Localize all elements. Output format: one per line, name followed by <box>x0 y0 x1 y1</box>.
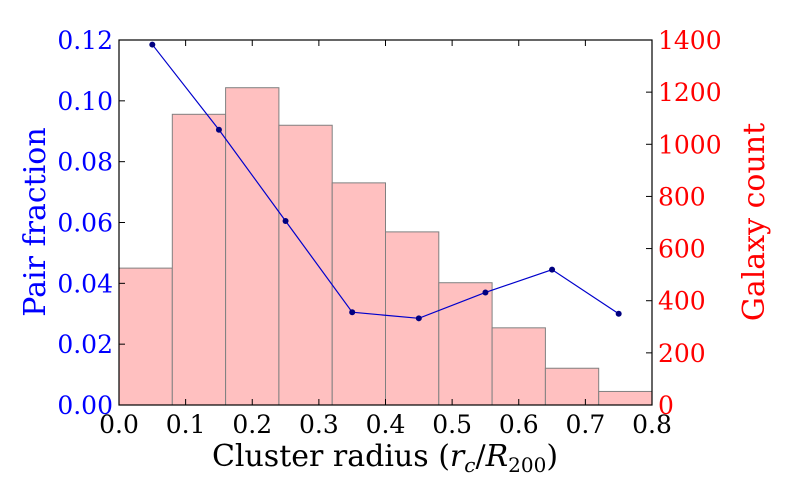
y-axis-left-label: Pair fraction <box>18 127 53 316</box>
x-tick-label: 0.6 <box>499 410 539 439</box>
pair-fraction-series <box>149 41 622 322</box>
x-axis-label-close: ) <box>546 439 558 474</box>
pair-fraction-point <box>282 217 289 224</box>
x-axis-label-slash: / <box>475 439 486 474</box>
left-axis-ticks: 0.00 0.02 0.04 0.06 0.08 0.10 0.12 <box>57 26 125 420</box>
x-tick-label: 0.4 <box>366 410 406 439</box>
x-axis-label-var: r <box>450 439 466 474</box>
x-axis-ticks: 0.0 0.1 0.2 0.3 0.4 0.5 0.6 0.7 0.8 <box>99 40 672 439</box>
right-tick-label: 1000 <box>658 130 722 159</box>
pair-fraction-point <box>149 41 156 48</box>
pair-fraction-line <box>151 44 620 319</box>
x-tick-label: 0.5 <box>432 410 472 439</box>
histogram-bar <box>598 390 653 406</box>
right-tick-label: 0 <box>658 391 674 420</box>
pair-fraction-point <box>215 126 222 133</box>
histogram-bar <box>438 282 493 406</box>
histogram-bar <box>278 124 333 406</box>
left-tick-label: 0.00 <box>57 391 113 420</box>
x-axis-label-text: Cluster radius <box>212 439 429 474</box>
x-tick-label: 0.7 <box>565 410 605 439</box>
y-axis-right-label: Galaxy count <box>737 123 772 321</box>
right-tick-label: 1200 <box>658 78 722 107</box>
pair-fraction-point <box>482 289 489 296</box>
right-axis-ticks: 0 200 400 600 800 1000 1200 1400 <box>646 26 722 420</box>
histogram-bar <box>385 231 440 406</box>
left-tick-label: 0.12 <box>57 26 113 55</box>
pair-fraction-point <box>349 309 356 316</box>
left-tick-label: 0.08 <box>57 148 113 177</box>
left-tick-label: 0.02 <box>57 330 113 359</box>
pair-fraction-point <box>415 315 422 322</box>
histogram-bars <box>118 87 653 406</box>
right-tick-label: 800 <box>658 182 706 211</box>
right-tick-label: 1400 <box>658 26 722 55</box>
histogram-bar <box>491 327 546 406</box>
histogram-bar <box>225 87 280 406</box>
x-tick-label: 0.2 <box>232 410 272 439</box>
histogram-bar <box>331 182 387 406</box>
x-tick-label: 0.0 <box>99 410 139 439</box>
x-axis-label-var2: R <box>485 439 509 474</box>
right-tick-label: 200 <box>658 339 706 368</box>
x-axis-label: Cluster radius (rc/R200) <box>212 439 558 477</box>
right-tick-label: 600 <box>658 235 706 264</box>
left-tick-label: 0.04 <box>57 269 113 298</box>
pair-fraction-point <box>549 266 556 273</box>
right-tick-label: 400 <box>658 287 706 316</box>
histogram-bar <box>544 367 600 406</box>
pair-fraction-point <box>615 310 622 317</box>
left-tick-label: 0.10 <box>57 87 113 116</box>
histogram-bar <box>171 113 227 406</box>
x-tick-label: 0.8 <box>632 410 672 439</box>
x-axis-label-sub1: c <box>464 453 475 477</box>
x-tick-label: 0.1 <box>166 410 206 439</box>
histogram-bar <box>118 267 173 406</box>
x-axis-label-sub2: 200 <box>508 453 546 477</box>
left-tick-label: 0.06 <box>57 209 113 238</box>
x-tick-label: 0.3 <box>299 410 339 439</box>
x-axis-label-open: ( <box>438 439 450 474</box>
